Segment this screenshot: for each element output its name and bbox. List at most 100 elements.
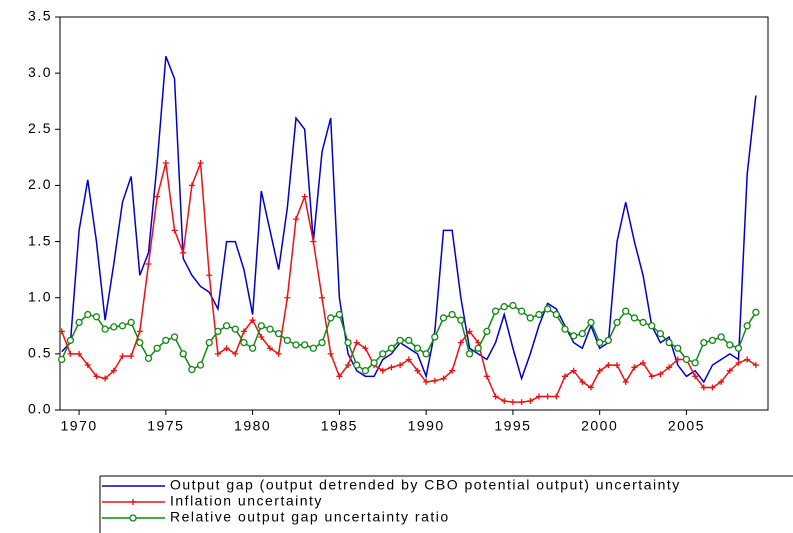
circle-marker <box>101 325 109 333</box>
x-tick-label: 2000 <box>581 418 618 434</box>
plus-marker <box>379 367 386 374</box>
circle-marker <box>734 344 743 352</box>
circle-marker <box>84 310 92 319</box>
plus-marker <box>362 345 369 352</box>
circle-marker <box>66 336 75 345</box>
plus-marker <box>718 378 725 385</box>
circle-marker <box>361 367 370 375</box>
circle-marker <box>535 310 543 319</box>
plus-marker <box>588 384 594 391</box>
circle-marker <box>144 354 153 362</box>
series-line <box>61 162 757 403</box>
plus-marker <box>180 249 187 256</box>
plus-marker <box>145 261 152 268</box>
circle-marker <box>700 338 708 347</box>
plus-marker <box>553 393 560 400</box>
plus-marker <box>414 367 421 374</box>
plus-marker <box>102 375 109 382</box>
plus-marker <box>466 328 473 335</box>
plus-marker <box>93 373 100 380</box>
circle-marker <box>517 307 526 315</box>
plus-marker <box>726 367 733 374</box>
circle-marker <box>92 313 101 321</box>
circle-marker <box>127 318 135 327</box>
plus-marker <box>119 353 126 360</box>
circle-marker <box>569 332 578 340</box>
plus-marker <box>596 367 603 374</box>
circle-marker <box>613 318 621 327</box>
circle-marker <box>162 336 170 345</box>
series-line <box>61 56 757 384</box>
circle-marker <box>526 314 534 322</box>
circle-marker <box>561 325 569 333</box>
legend-label: Output gap (output detrended by CBO pote… <box>170 477 681 493</box>
circle-marker <box>188 365 196 374</box>
plus-marker <box>397 362 404 369</box>
plus-marker <box>197 159 204 166</box>
circle-marker <box>170 333 179 341</box>
plus-marker <box>440 375 447 382</box>
plus-marker <box>266 345 273 352</box>
plus-marker <box>240 328 247 335</box>
plus-marker <box>579 378 586 385</box>
circle-marker <box>205 338 213 347</box>
plus-marker <box>327 350 334 357</box>
circle-marker <box>448 310 456 319</box>
plus-marker <box>319 294 326 301</box>
plus-marker <box>345 362 352 369</box>
plus-marker <box>67 350 74 357</box>
circle-marker <box>483 327 491 336</box>
x-tick-label: 2005 <box>668 418 705 434</box>
plot-frame <box>59 16 769 411</box>
plus-marker <box>301 193 308 200</box>
plus-marker <box>631 364 638 371</box>
plus-marker <box>501 398 508 405</box>
circle-marker <box>110 323 118 331</box>
circle-marker <box>726 341 734 349</box>
plus-marker <box>232 350 239 357</box>
plus-marker <box>692 373 699 380</box>
circle-marker <box>309 344 318 352</box>
plus-marker <box>561 373 568 380</box>
circle-marker <box>691 359 699 367</box>
y-tick-label: 2.0 <box>28 176 52 192</box>
circle-marker <box>465 350 474 358</box>
plus-marker <box>657 371 664 378</box>
circle-marker <box>596 338 604 347</box>
legend-label: Inflation uncertainty <box>170 493 323 509</box>
plus-marker <box>570 367 577 374</box>
circle-marker <box>257 322 265 330</box>
circle-marker <box>604 336 613 345</box>
plus-marker <box>284 294 291 301</box>
circle-marker <box>318 338 326 347</box>
circle-marker <box>274 329 283 338</box>
circle-marker <box>231 325 239 333</box>
plus-marker <box>449 367 456 374</box>
plus-marker <box>162 159 169 166</box>
circle-marker <box>630 314 639 322</box>
y-tick-label: 2.5 <box>28 120 52 136</box>
circle-marker <box>301 341 309 349</box>
circle-marker <box>344 338 352 347</box>
circle-marker <box>75 318 83 327</box>
circle-marker <box>370 359 378 367</box>
circle-marker <box>58 355 66 364</box>
circle-marker <box>587 318 595 327</box>
circle-marker <box>222 322 231 330</box>
circle-marker <box>717 333 725 341</box>
plus-marker <box>128 353 135 360</box>
circle-marker <box>622 307 630 315</box>
circle-marker <box>656 329 665 338</box>
plus-marker <box>423 378 430 385</box>
plus-marker <box>614 362 621 369</box>
y-tick-label: 3.5 <box>28 8 52 24</box>
circle-marker <box>439 314 448 322</box>
circle-marker <box>457 316 465 324</box>
plus-marker <box>188 182 195 189</box>
circle-marker <box>639 318 647 327</box>
plus-marker <box>518 399 525 406</box>
plus-marker <box>483 373 490 380</box>
circle-marker <box>266 325 274 333</box>
plus-marker <box>110 367 117 374</box>
